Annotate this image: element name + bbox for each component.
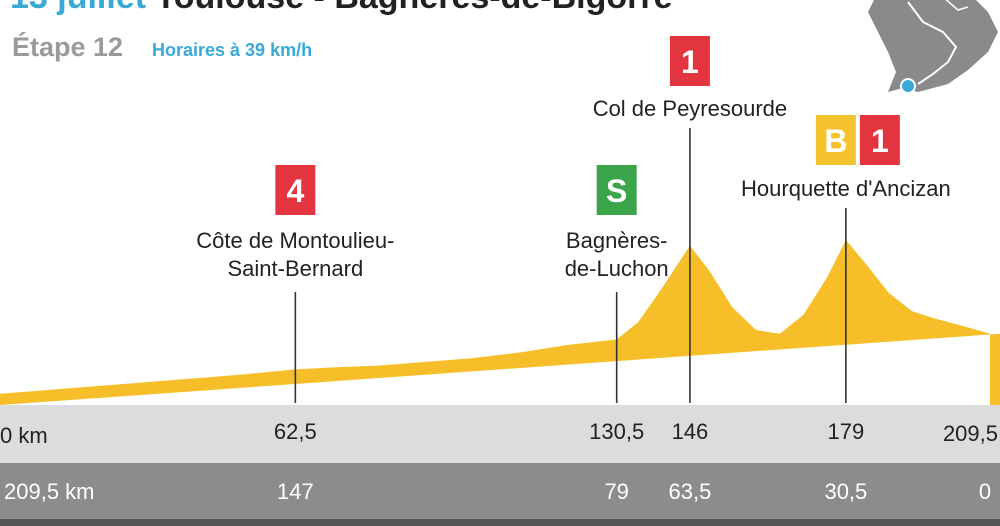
distance-band <box>0 405 1000 463</box>
remaining-band <box>0 463 1000 519</box>
cat-badge <box>275 165 316 215</box>
landmark-km-label: 62,5 <box>274 419 317 444</box>
landmark-remaining-label: 63,5 <box>669 479 712 504</box>
finish-remaining-label: 0 <box>979 479 991 504</box>
landmark-remaining-label: 147 <box>277 479 314 504</box>
map-border <box>945 0 969 11</box>
landmark-name: de-Luchon <box>565 256 669 281</box>
cat-badge <box>859 115 900 165</box>
landmark-name: Col de Peyresourde <box>593 96 787 121</box>
landmark-remaining-label: 79 <box>604 479 628 504</box>
start-remaining-label: 209,5 km <box>4 479 95 504</box>
map-shape <box>868 0 998 92</box>
stage-date: 13 juillet <box>10 0 146 16</box>
sprint-badge-label: S <box>606 173 627 209</box>
cat-badge-label: 1 <box>871 123 889 159</box>
stage-headline: 13 juillet Toulouse - Bagnères-de-Bigorr… <box>10 0 673 17</box>
france-map-icon <box>868 0 998 94</box>
bonus-badge-label: B <box>824 123 847 159</box>
bonus-badge <box>815 115 856 165</box>
schedule-speed: Horaires à 39 km/h <box>152 40 313 60</box>
landmark-name: Côte de Montoulieu- <box>196 228 394 253</box>
landmark-name: Hourquette d'Ancizan <box>741 176 951 201</box>
landmark-km-label: 130,5 <box>589 419 644 444</box>
start-km-label: 0 km <box>0 423 48 448</box>
cat-badge-label: 4 <box>286 173 304 209</box>
landmark-name: Saint-Bernard <box>227 256 363 281</box>
stage-number: Étape 12 <box>12 32 124 62</box>
sprint-badge <box>596 165 637 215</box>
cat-badge <box>669 36 710 86</box>
landmark-name: Bagnères- <box>566 228 668 253</box>
landmark-remaining-label: 30,5 <box>824 479 867 504</box>
landmark-km-label: 179 <box>828 419 865 444</box>
cat-badge-label: 1 <box>681 44 699 80</box>
map-route <box>907 1 958 85</box>
stage-route: Toulouse - Bagnères-de-Bigorre <box>156 0 673 16</box>
bottom-rule <box>0 519 1000 526</box>
elevation-profile <box>0 240 1000 405</box>
finish-km-label: 209,5 <box>943 421 998 446</box>
landmark-km-label: 146 <box>672 419 709 444</box>
map-stage-marker <box>900 78 916 94</box>
